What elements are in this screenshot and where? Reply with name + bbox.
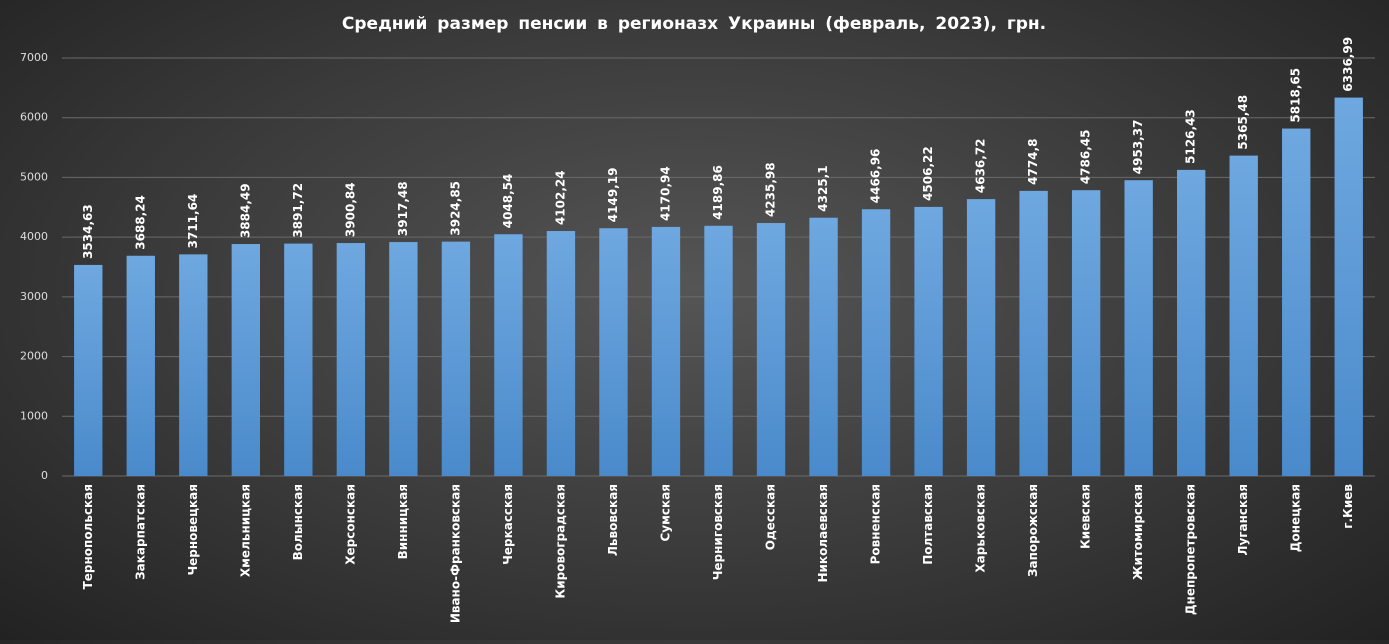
x-tick-label: Житомирская xyxy=(1131,484,1145,580)
value-label: 4149,19 xyxy=(606,168,620,223)
bar xyxy=(336,243,366,476)
x-tick-label: Ровненская xyxy=(869,484,883,564)
y-tick-label: 6000 xyxy=(20,111,48,124)
value-label: 5126,43 xyxy=(1184,109,1198,164)
bar xyxy=(966,199,996,476)
bar xyxy=(651,226,681,476)
x-tick-label: Киевская xyxy=(1079,484,1093,549)
x-tick-label: г.Киев xyxy=(1341,484,1355,529)
value-label: 4325,1 xyxy=(816,165,830,211)
bar xyxy=(494,234,523,476)
value-label: 4189,86 xyxy=(711,165,725,220)
x-tick-label: Харьковская xyxy=(974,484,988,573)
x-tick-label: Львовская xyxy=(606,484,620,556)
x-tick-label: Полтавская xyxy=(921,484,935,565)
x-tick-label: Херсонская xyxy=(343,484,357,565)
x-tick-label: Закарпатская xyxy=(133,484,147,580)
y-tick-label: 2000 xyxy=(20,350,48,363)
x-tick-label: Черновецкая xyxy=(186,484,200,576)
value-label: 3688,24 xyxy=(133,195,147,250)
value-label: 6336,99 xyxy=(1341,37,1355,92)
x-tick-label: Запорожская xyxy=(1026,484,1040,577)
value-label: 4102,24 xyxy=(553,170,567,225)
value-label: 3900,84 xyxy=(343,182,357,237)
value-label: 3917,48 xyxy=(396,181,410,236)
value-label: 4466,96 xyxy=(869,149,883,204)
x-tick-label: Винницкая xyxy=(396,484,410,559)
bar xyxy=(1019,190,1048,477)
x-tick-label: Днепропетровская xyxy=(1184,484,1198,615)
value-label: 5818,65 xyxy=(1289,68,1303,123)
bar xyxy=(809,217,838,476)
x-tick-label: Кировоградская xyxy=(553,484,567,599)
y-tick-label: 1000 xyxy=(20,409,48,422)
y-tick-label: 3000 xyxy=(20,290,48,303)
value-label: 4774,8 xyxy=(1026,139,1040,185)
bar xyxy=(1124,180,1153,476)
x-tick-label: Ивано-Франковская xyxy=(448,484,462,623)
bar xyxy=(441,241,471,476)
x-tick-label: Сумская xyxy=(658,484,672,542)
bar xyxy=(1334,97,1363,476)
bar xyxy=(231,244,261,476)
bar xyxy=(546,231,576,476)
bar xyxy=(1282,128,1311,477)
bar xyxy=(284,243,313,476)
x-tick-label: Хмельницкая xyxy=(238,484,252,577)
y-tick-label: 7000 xyxy=(20,51,48,64)
value-label: 3711,64 xyxy=(186,194,200,249)
value-label: 4170,94 xyxy=(658,166,672,221)
y-tick-label: 4000 xyxy=(20,230,48,243)
chart-title: Средний размер пенсии в регионазх Украин… xyxy=(342,14,1046,34)
y-tick-label: 0 xyxy=(41,469,48,482)
bar xyxy=(1229,155,1258,476)
y-tick-label: 5000 xyxy=(20,170,48,183)
value-label: 4953,37 xyxy=(1131,120,1145,175)
bar xyxy=(1176,169,1206,476)
bar xyxy=(74,264,103,476)
bar xyxy=(179,254,208,476)
bar xyxy=(389,242,418,476)
x-tick-label: Черкасская xyxy=(501,484,515,565)
bar xyxy=(126,255,155,476)
value-label: 4506,22 xyxy=(921,146,935,201)
bar xyxy=(704,225,733,476)
value-label: 4786,45 xyxy=(1079,130,1093,185)
value-label: 3534,63 xyxy=(81,204,95,259)
value-label: 3924,85 xyxy=(448,181,462,236)
x-tick-label: Черниговская xyxy=(711,484,725,580)
bar xyxy=(1071,190,1101,477)
bar xyxy=(914,206,943,476)
bar xyxy=(756,223,786,476)
value-label: 4048,54 xyxy=(501,174,515,229)
x-tick-label: Тернопольская xyxy=(81,484,95,589)
x-tick-label: Луганская xyxy=(1236,484,1250,556)
value-label: 3884,49 xyxy=(238,183,252,238)
x-tick-label: Волынская xyxy=(291,484,305,560)
x-tick-label: Николаевская xyxy=(816,484,830,583)
bar xyxy=(861,209,891,476)
bar xyxy=(599,228,628,476)
x-tick-label: Донецкая xyxy=(1289,484,1303,552)
value-label: 4636,72 xyxy=(974,138,988,193)
value-label: 4235,98 xyxy=(764,162,778,217)
value-label: 5365,48 xyxy=(1236,95,1250,150)
x-tick-label: Одесская xyxy=(764,484,778,550)
value-label: 3891,72 xyxy=(291,183,305,238)
